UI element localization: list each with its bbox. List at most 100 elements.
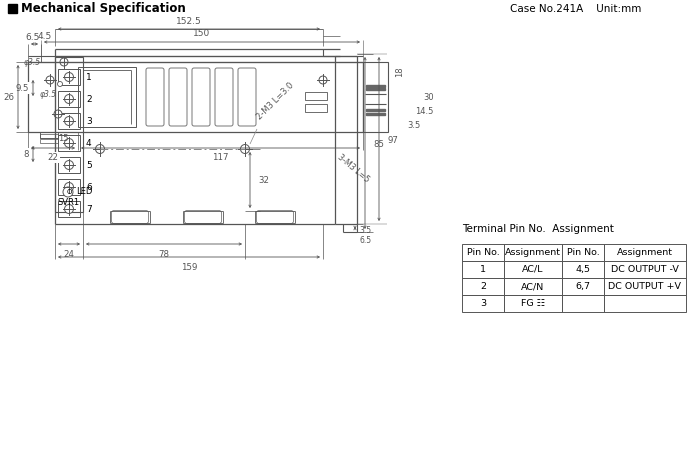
Bar <box>462 278 504 295</box>
Text: AC/L: AC/L <box>522 265 544 274</box>
Circle shape <box>64 94 74 103</box>
Bar <box>504 278 562 295</box>
Circle shape <box>64 161 74 170</box>
Text: 150: 150 <box>193 29 211 38</box>
Bar <box>58 201 80 217</box>
Text: 78: 78 <box>158 250 169 259</box>
Bar <box>58 157 80 173</box>
Bar <box>366 84 385 86</box>
Text: 2: 2 <box>86 94 92 103</box>
Text: 2-M3 L=3.0: 2-M3 L=3.0 <box>255 81 295 121</box>
Circle shape <box>64 204 74 213</box>
Bar <box>78 67 136 127</box>
Bar <box>562 295 604 312</box>
Bar <box>366 109 385 111</box>
Circle shape <box>64 117 74 126</box>
Bar <box>462 244 504 261</box>
Text: SVR1: SVR1 <box>57 198 79 207</box>
Circle shape <box>46 76 54 84</box>
Text: 159: 159 <box>181 263 197 272</box>
Circle shape <box>63 187 73 197</box>
Text: 117: 117 <box>212 153 229 162</box>
Text: 24: 24 <box>64 250 74 259</box>
Bar <box>58 69 80 85</box>
Bar <box>504 244 562 261</box>
Text: 3-M3 L=5: 3-M3 L=5 <box>335 153 370 185</box>
Text: LED: LED <box>76 186 92 195</box>
Bar <box>604 295 686 312</box>
Bar <box>504 261 562 278</box>
Text: 4,5: 4,5 <box>575 265 591 274</box>
Bar <box>58 91 80 107</box>
Text: 6.5: 6.5 <box>26 33 40 42</box>
Text: φ3.5: φ3.5 <box>39 90 57 99</box>
Bar <box>58 135 80 151</box>
Text: 3.5: 3.5 <box>359 226 371 235</box>
Text: 14.5: 14.5 <box>415 107 433 116</box>
Text: φ3.5: φ3.5 <box>24 57 41 66</box>
Bar <box>55 57 83 212</box>
Bar <box>8 4 17 13</box>
Text: 4.5: 4.5 <box>38 31 52 40</box>
Circle shape <box>241 145 249 154</box>
Text: 5: 5 <box>86 161 92 170</box>
Text: 6: 6 <box>86 182 92 191</box>
Circle shape <box>64 182 74 191</box>
Bar <box>604 244 686 261</box>
Text: 152.5: 152.5 <box>176 17 202 26</box>
Text: Pin No.: Pin No. <box>566 248 599 257</box>
Text: Terminal Pin No.  Assignment: Terminal Pin No. Assignment <box>462 224 614 234</box>
Bar <box>58 113 80 129</box>
Text: 1: 1 <box>86 73 92 82</box>
Text: 18: 18 <box>395 67 404 77</box>
Bar <box>604 278 686 295</box>
Text: 26: 26 <box>3 92 14 101</box>
Bar <box>562 261 604 278</box>
Bar <box>40 132 58 138</box>
Text: 3: 3 <box>86 117 92 126</box>
Text: 6,7: 6,7 <box>575 282 591 291</box>
Text: 1: 1 <box>480 265 486 274</box>
Text: AC/N: AC/N <box>522 282 545 291</box>
Circle shape <box>95 145 104 154</box>
Text: 22: 22 <box>48 153 59 162</box>
Text: Pin No.: Pin No. <box>467 248 499 257</box>
Bar <box>305 104 327 112</box>
Circle shape <box>319 76 327 84</box>
Text: Mechanical Specification: Mechanical Specification <box>21 2 186 15</box>
Text: 97: 97 <box>387 136 398 145</box>
Text: 30: 30 <box>423 92 433 101</box>
Text: Case No.241A    Unit:mm: Case No.241A Unit:mm <box>510 3 641 13</box>
Bar <box>504 295 562 312</box>
Text: 8: 8 <box>24 149 29 158</box>
Text: 2: 2 <box>480 282 486 291</box>
Bar <box>366 112 385 115</box>
Bar <box>363 62 388 132</box>
Text: 4: 4 <box>86 138 92 147</box>
Text: 3: 3 <box>480 299 486 308</box>
Circle shape <box>64 73 74 82</box>
Text: DC OUTPUT -V: DC OUTPUT -V <box>611 265 679 274</box>
Text: O: O <box>66 189 71 195</box>
Bar <box>40 139 58 143</box>
Bar <box>40 134 58 138</box>
Text: 9.5: 9.5 <box>15 83 29 92</box>
Text: Assignment: Assignment <box>617 248 673 257</box>
Circle shape <box>57 82 62 86</box>
Text: 7: 7 <box>86 204 92 213</box>
Bar <box>366 88 385 90</box>
Text: FG ☷: FG ☷ <box>521 299 545 308</box>
Text: 15: 15 <box>57 134 69 143</box>
Circle shape <box>60 58 68 66</box>
Bar <box>562 278 604 295</box>
Bar <box>28 62 363 132</box>
Text: DC OUTPUT +V: DC OUTPUT +V <box>608 282 682 291</box>
Bar <box>305 92 327 100</box>
Circle shape <box>64 138 74 147</box>
Bar <box>604 261 686 278</box>
Text: 85: 85 <box>373 139 384 148</box>
Text: 3.5: 3.5 <box>407 120 420 129</box>
Bar <box>462 261 504 278</box>
Text: 6.5: 6.5 <box>359 236 371 245</box>
Bar <box>462 295 504 312</box>
